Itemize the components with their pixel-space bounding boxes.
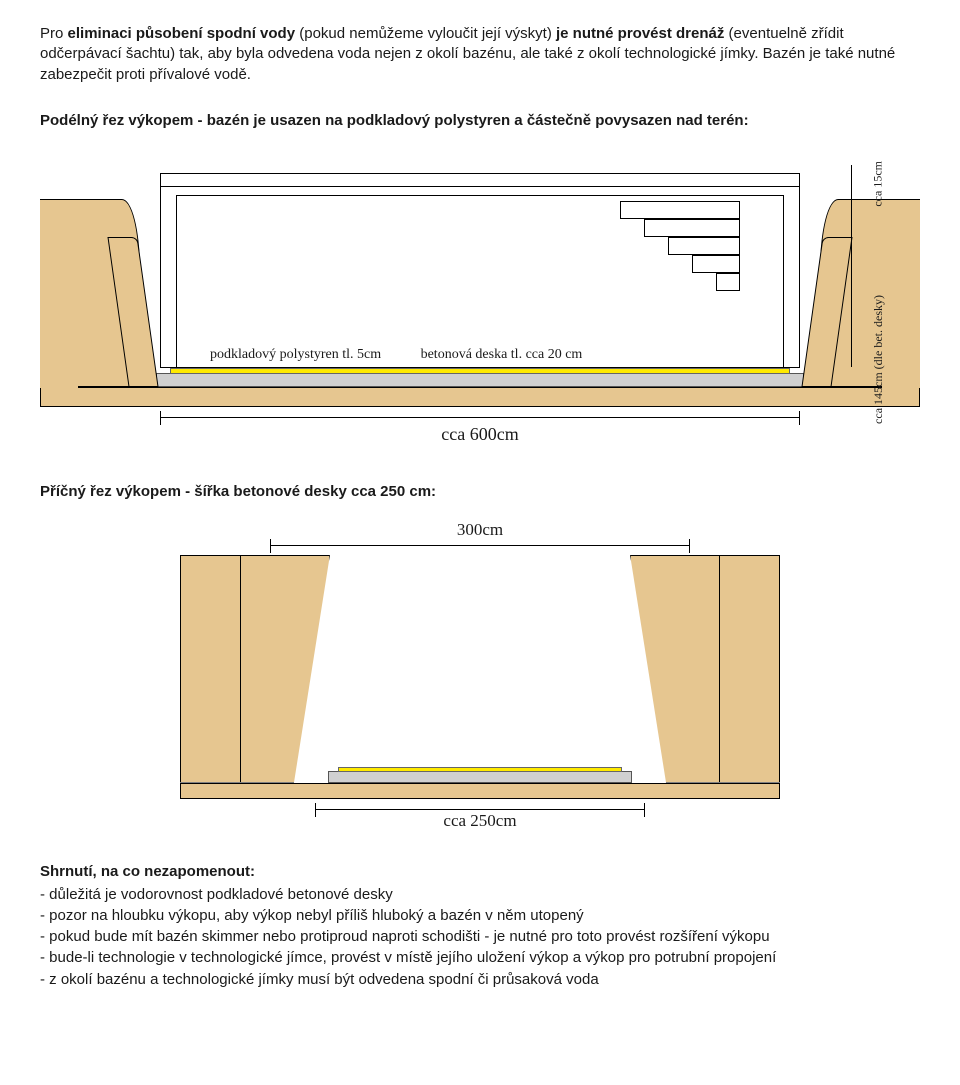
- lg-concrete-slab: [156, 373, 804, 387]
- lg-polystyrene-layer: [170, 368, 790, 374]
- section2-title: Příčný řez výkopem - šířka betonové desk…: [40, 482, 920, 502]
- cross-diagram: 300cm: [180, 519, 780, 799]
- intro-bold1: eliminaci působení spodní vody: [68, 25, 296, 42]
- cx-floor: [180, 783, 780, 799]
- lg-length-dimension: cca 600cm: [40, 417, 920, 446]
- section1-title: Podélný řez výkopem - bazén je usazen na…: [40, 111, 920, 131]
- cx-slope-right: [630, 555, 720, 783]
- cx-slope-left: [240, 555, 330, 783]
- lg-slab-label: betonová deska tl. cca 20 cm: [421, 347, 583, 362]
- summary-item: bude-li technologie v technologické jímc…: [40, 948, 920, 968]
- cx-bottom-dimension: cca 250cm: [315, 809, 645, 833]
- cx-bottom-label: cca 250cm: [315, 810, 645, 833]
- lg-vertical-dimension: cca 15cm cca 145cm (dle bet. desky): [842, 165, 860, 367]
- intro-paragraph: Pro eliminaci působení spodní vody (poku…: [40, 24, 920, 85]
- cx-concrete-slab: [328, 771, 632, 783]
- intro-p2: (pokud nemůžeme vyloučit její výskyt): [295, 25, 556, 42]
- summary-item: pokud bude mít bazén skimmer nebo protip…: [40, 927, 920, 947]
- summary-list: důležitá je vodorovnost podkladové beton…: [40, 885, 920, 990]
- cx-top-label: 300cm: [457, 520, 503, 539]
- lg-floor: [40, 387, 920, 407]
- lg-labels: podkladový polystyren tl. 5cm betonová d…: [210, 346, 618, 365]
- lg-pool-steps: [620, 201, 740, 311]
- summary-item: z okolí bazénu a technologické jímky mus…: [40, 970, 920, 990]
- lg-vdim-main: cca 145cm (dle bet. desky): [870, 295, 886, 424]
- summary-item: důležitá je vodorovnost podkladové beton…: [40, 885, 920, 905]
- lg-length-label: cca 600cm: [40, 422, 920, 446]
- lg-poly-label: podkladový polystyren tl. 5cm: [210, 347, 381, 362]
- lg-vdim-top: cca 15cm: [870, 161, 886, 207]
- cx-top-dimension: 300cm: [270, 519, 690, 547]
- longitudinal-diagram: podkladový polystyren tl. 5cm betonová d…: [40, 147, 920, 407]
- cx-polystyrene-layer: [338, 767, 622, 772]
- cx-excavation: [180, 555, 780, 799]
- intro-prefix: Pro: [40, 25, 68, 42]
- intro-bold2: je nutné provést drenáž: [556, 25, 724, 42]
- summary-item: pozor na hloubku výkopu, aby výkop nebyl…: [40, 906, 920, 926]
- summary-title: Shrnutí, na co nezapomenout:: [40, 862, 920, 882]
